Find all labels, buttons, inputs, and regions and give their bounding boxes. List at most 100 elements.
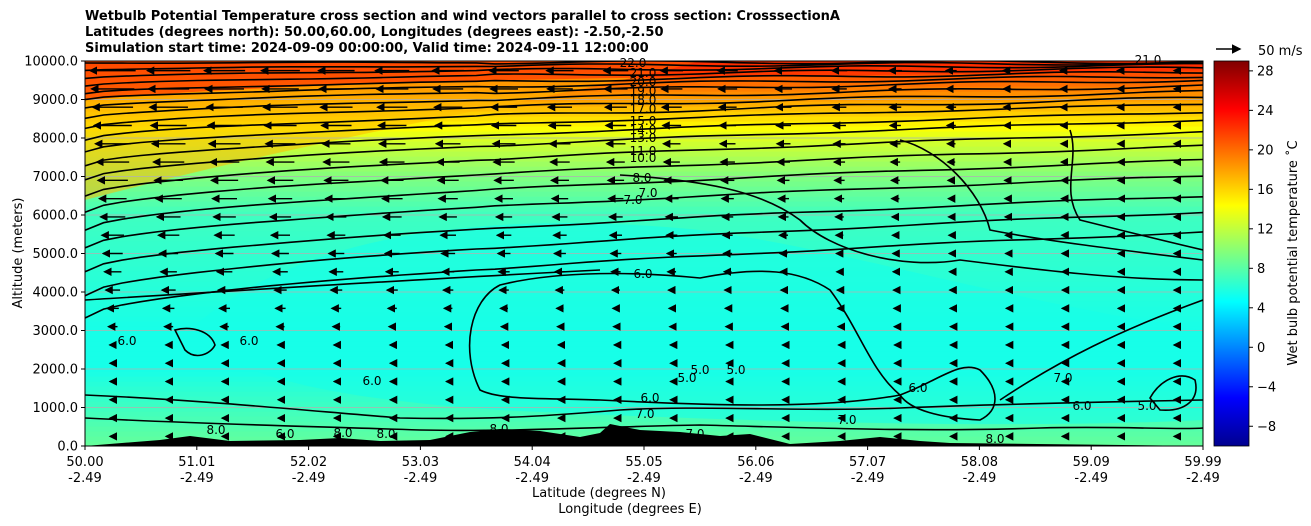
heatmap-band [85, 181, 1203, 187]
contour-label: 10.0 [630, 151, 657, 165]
x-tick-label-lon: -2.49 [404, 471, 438, 486]
y-tick-label: 8000.0 [33, 132, 79, 147]
heatmap-band [85, 131, 1203, 137]
contour-label: 6.0 [117, 334, 136, 348]
heatmap-band [85, 191, 1203, 197]
contour-line [1069, 129, 1203, 251]
x-tick-label-lat: 52.02 [290, 455, 327, 470]
x-tick-label-lon: -2.49 [180, 471, 214, 486]
heatmap-band [85, 221, 1203, 227]
contour-label: 5.0 [690, 363, 709, 377]
colorbar-tick-label: 16 [1257, 183, 1274, 198]
contour-line [85, 79, 1203, 109]
heatmap-band [85, 166, 1203, 172]
y-tick-label: 4000.0 [33, 286, 79, 301]
contour-line [85, 158, 1203, 231]
y-tick-label: 5000.0 [33, 247, 79, 262]
contour-label: 7.0 [635, 407, 654, 421]
contour-label: 8.0 [376, 427, 395, 441]
contour-line [173, 327, 216, 357]
colorbar-tick-label: 12 [1257, 222, 1274, 237]
contour-line [85, 394, 1203, 420]
contour-label: 8.0 [632, 171, 651, 185]
contour-line [85, 196, 1203, 273]
wind-vectors [88, 66, 1182, 441]
heatmap-band [85, 171, 1203, 177]
heatmap-band [85, 86, 1203, 92]
contour-line [899, 139, 1203, 261]
contour-label: 7.0 [1053, 371, 1072, 385]
y-tick-label: 0.0 [57, 440, 78, 455]
contour-line [85, 231, 1203, 319]
contour-label: 6.0 [275, 427, 294, 441]
contour-label: 13.0 [630, 131, 657, 145]
contour-line [85, 269, 601, 301]
contour-line [85, 62, 1203, 80]
contour-line [619, 174, 1203, 281]
heatmap-band [85, 416, 1203, 422]
y-tick-label: 3000.0 [33, 324, 79, 339]
contour-label: 6.0 [362, 374, 381, 388]
heatmap-band [85, 141, 1203, 147]
contour-label: 8.0 [206, 423, 225, 437]
x-tick-label-lon: -2.49 [1074, 471, 1108, 486]
contour-label: 5.0 [726, 363, 745, 377]
y-tick-label: 9000.0 [33, 93, 79, 108]
colorbar-label: Wet bulb potential temperature ˚C [1285, 140, 1301, 365]
heatmap-band [85, 426, 1203, 432]
heatmap-warm-wedge [85, 61, 700, 200]
x-tick-label-lon: -2.49 [627, 471, 661, 486]
heatmap-band [85, 96, 1203, 102]
contour-labels: 22.021.020.019.018.017.015.014.013.011.0… [117, 53, 1161, 446]
y-tick-label: 2000.0 [33, 363, 79, 378]
contour-label: 14.0 [630, 123, 657, 137]
heatmap-band [85, 106, 1203, 112]
contour-line [85, 84, 1203, 120]
contour-line [85, 417, 1203, 432]
contour-line [85, 71, 1203, 95]
terrain-shape [85, 424, 1203, 446]
contour-label: 6.0 [239, 334, 258, 348]
contour-label: 7.0 [638, 186, 657, 200]
contour-label: 22.0 [620, 56, 647, 70]
contour-line [85, 75, 1203, 101]
heatmap-band [85, 111, 1203, 117]
heatmap-band [85, 76, 1203, 82]
chart-title-line-3: Simulation start time: 2024-09-09 00:00:… [85, 41, 649, 56]
x-tick-label-lat: 59.99 [1184, 455, 1221, 470]
contour-label: 11.0 [630, 144, 657, 158]
x-tick-label-lat: 59.09 [1073, 455, 1110, 470]
contour-line [85, 175, 1203, 249]
colorbar-tick-label: −4 [1257, 380, 1276, 395]
colorbar-tick-label: 20 [1257, 143, 1274, 158]
contour-label: 8.0 [985, 432, 1004, 446]
x-tick-label-lat: 55.05 [625, 455, 662, 470]
x-tick-label-lon: -2.49 [963, 471, 997, 486]
contour-label: 8.0 [489, 422, 508, 436]
heatmap-band [85, 151, 1203, 157]
contour-line [85, 144, 1203, 213]
heatmap-band [85, 211, 1203, 217]
heatmap-band [85, 116, 1203, 122]
heatmap-band [85, 176, 1203, 182]
contour-label: 6.0 [908, 381, 927, 395]
heatmap-band [85, 156, 1203, 162]
contour-line [85, 130, 1203, 197]
contour-label: 17.0 [630, 102, 657, 116]
heatmap-band [85, 421, 1203, 427]
contour-label: 15.0 [630, 114, 657, 128]
contour-line [85, 211, 1203, 297]
x-axis-label-line-2: Longitude (degrees E) [558, 502, 702, 517]
y-tick-label: 7000.0 [33, 170, 79, 185]
contour-line [898, 366, 996, 421]
y-axis: 0.0 1000.0 2000.0 3000.0 4000.0 5000.0 6000.0 7… [24, 55, 85, 455]
contour-line [85, 103, 1203, 153]
contour-line [85, 119, 1203, 181]
heatmap-band [85, 91, 1203, 97]
contour-label: 5.0 [1137, 399, 1156, 413]
contour-label: 7.0 [685, 427, 704, 441]
x-tick-label-lat: 54.04 [514, 455, 551, 470]
contour-label: 19.0 [630, 84, 657, 98]
colorbar-tick-label: 24 [1257, 104, 1274, 119]
x-tick-label-lon: -2.49 [292, 471, 326, 486]
